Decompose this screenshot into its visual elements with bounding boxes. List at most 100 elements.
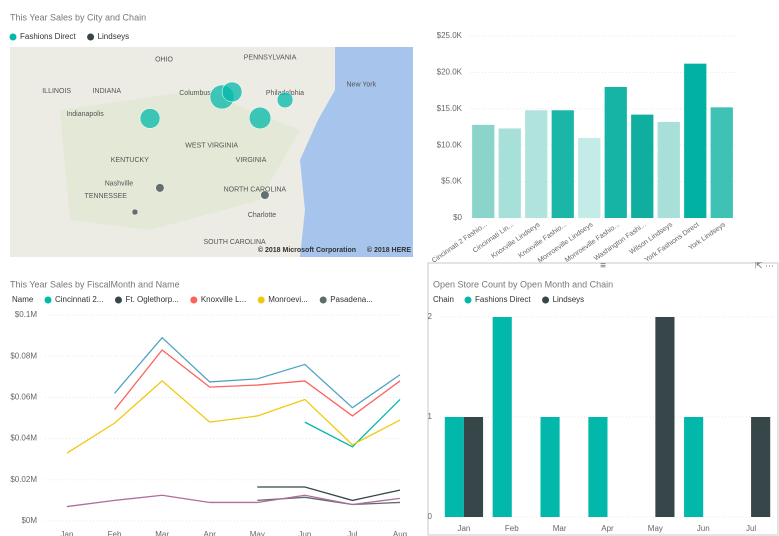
y-tick-label: $5.0K (441, 177, 463, 186)
legend-swatch (44, 296, 52, 304)
bar (444, 417, 464, 517)
map-bubble (221, 81, 243, 103)
bar (578, 137, 601, 218)
line (66, 380, 401, 454)
x-tick-label: Jun (697, 524, 710, 533)
map-label: OHIO (155, 56, 173, 63)
map-label: Charlotte (248, 212, 277, 219)
chart-title: This Year Sales by FiscalMonth and Name (10, 279, 180, 289)
y-tick-label: $0.02M (10, 475, 37, 484)
legend-label: Lindseys (98, 32, 130, 41)
legend-swatch (9, 33, 17, 41)
bar (684, 63, 707, 218)
visual-menu[interactable]: ⇱ ⋯ (755, 260, 774, 270)
y-tick-label: 0 (428, 512, 433, 521)
line (257, 486, 401, 502)
map-label: SOUTH CAROLINA (203, 239, 266, 246)
y-tick-label: $0M (21, 516, 37, 525)
x-tick-label: Jan (61, 530, 74, 536)
focus-border (427, 262, 779, 536)
y-tick-label: 2 (428, 312, 433, 321)
map-label: TENNESSEE (85, 193, 128, 200)
bar (463, 417, 484, 517)
x-tick-label: Apr (203, 530, 216, 536)
legend-label: Ft. Oglethorp... (125, 295, 178, 304)
map-label: Columbus (179, 90, 211, 97)
y-tick-label: $0.08M (10, 351, 37, 360)
map-bubble (155, 183, 165, 193)
chart-title: This Year Sales by City and Chain (10, 12, 146, 22)
x-tick-label: Jul (347, 530, 357, 536)
legend-swatch (114, 296, 122, 304)
x-tick-label: Mar (553, 524, 567, 533)
bar (472, 124, 495, 218)
legend-label: Knoxville L... (201, 295, 246, 304)
legend-swatch (257, 296, 265, 304)
legend-swatch (190, 296, 198, 304)
bar (498, 128, 521, 218)
legend-title: Name (12, 295, 34, 304)
map-credit: © 2018 HERE (367, 246, 411, 254)
bar (655, 317, 675, 517)
bar (710, 107, 733, 218)
line (114, 336, 401, 409)
legend-label: Monroevi... (268, 295, 308, 304)
y-tick-label: $0 (453, 213, 462, 222)
bar (684, 417, 704, 517)
x-tick-label: May (250, 530, 265, 536)
legend-label: Fashions Direct (475, 295, 531, 304)
legend-swatch (87, 33, 95, 41)
bar (540, 417, 560, 517)
bar (751, 417, 771, 517)
legend-swatch (542, 296, 550, 304)
map-bubble (248, 106, 272, 130)
x-tick-label: Feb (108, 530, 122, 536)
map-label: New York (347, 82, 377, 89)
bar (525, 110, 548, 218)
map-label: NORTH CAROLINA (224, 187, 287, 194)
x-tick-label: Aug (393, 530, 407, 536)
legend-title: Chain (433, 295, 454, 304)
y-tick-label: $20.0K (437, 68, 463, 77)
bar (492, 317, 512, 517)
legend-label: Lindseys (553, 295, 585, 304)
bar (657, 121, 680, 218)
y-tick-label: $25.0K (437, 31, 463, 40)
map-bubble (260, 190, 270, 200)
bar (631, 114, 654, 218)
x-tick-label: Jul (746, 524, 756, 533)
drag-handle[interactable]: ≡ (600, 261, 606, 272)
map-label: WEST VIRGINIA (185, 143, 238, 150)
x-tick-label: Knoxville Lindseys (490, 221, 542, 260)
map-bubble (139, 108, 161, 129)
bar (551, 110, 574, 218)
legend-label: Pasadena... (330, 295, 373, 304)
y-tick-label: $15.0K (437, 104, 463, 113)
x-tick-label: Feb (505, 524, 519, 533)
y-tick-label: $0.1M (15, 310, 38, 319)
map-bubble (276, 91, 294, 109)
legend-swatch (319, 296, 327, 304)
map-terrain (60, 90, 300, 230)
line (114, 349, 401, 417)
legend-swatch (464, 296, 472, 304)
x-tick-label: Jun (298, 530, 311, 536)
line (304, 398, 401, 448)
map-water (300, 47, 413, 257)
legend-label: Fashions Direct (20, 32, 76, 41)
map-label: VIRGINIA (236, 157, 267, 164)
map-label: KENTUCKY (111, 157, 149, 164)
map-bubble (131, 208, 139, 216)
map-credit: © 2018 Microsoft Corporation (258, 246, 356, 254)
bar (604, 86, 627, 219)
legend-label: Cincinnati 2... (55, 295, 103, 304)
y-tick-label: $0.06M (10, 393, 37, 402)
x-tick-label: May (648, 524, 663, 533)
y-tick-label: $10.0K (437, 140, 463, 149)
map-label: Indianapolis (66, 111, 104, 118)
y-tick-label: $0.04M (10, 434, 37, 443)
y-tick-label: 1 (428, 412, 433, 421)
map-label: PENNSYLVANIA (244, 54, 297, 61)
map-label: INDIANA (93, 88, 122, 95)
